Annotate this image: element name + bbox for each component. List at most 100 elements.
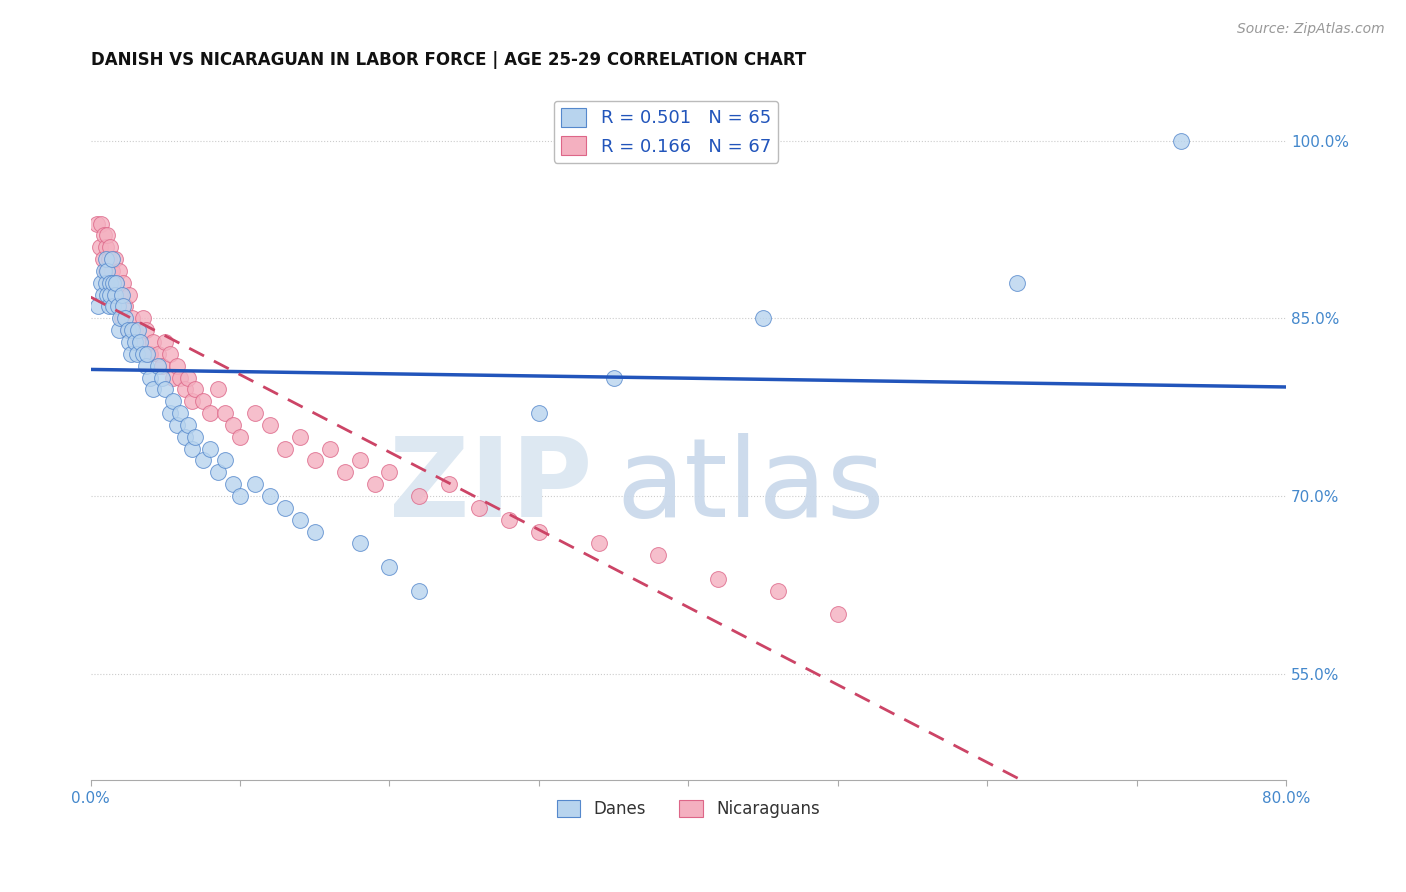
Point: [96, 228, 118, 243]
Point: [184, 430, 207, 444]
Point: [120, 347, 142, 361]
Point: [121, 311, 143, 326]
Point: [101, 300, 124, 314]
Point: [118, 334, 141, 349]
Text: ZIP: ZIP: [389, 434, 593, 541]
Point: [274, 500, 297, 515]
Point: [198, 406, 221, 420]
Point: [333, 465, 356, 479]
Point: [87, 300, 110, 314]
Point: [103, 252, 125, 266]
Point: [139, 370, 162, 384]
Point: [96, 264, 118, 278]
Point: [155, 383, 177, 397]
Point: [304, 453, 326, 467]
Point: [1005, 276, 1028, 290]
Point: [243, 406, 266, 420]
Point: [198, 442, 221, 456]
Point: [93, 228, 115, 243]
Point: [91, 252, 114, 266]
Point: [349, 536, 371, 550]
Point: [139, 347, 162, 361]
Point: [173, 430, 195, 444]
Point: [318, 442, 340, 456]
Point: [207, 383, 229, 397]
Point: [408, 489, 430, 503]
Point: [363, 477, 385, 491]
Point: [146, 359, 169, 373]
Point: [288, 513, 311, 527]
Point: [527, 524, 550, 539]
Point: [221, 477, 243, 491]
Point: [191, 394, 214, 409]
Point: [132, 311, 155, 326]
Point: [159, 406, 181, 420]
Point: [98, 287, 121, 301]
Point: [177, 370, 200, 384]
Point: [117, 323, 139, 337]
Point: [191, 453, 214, 467]
Point: [100, 252, 122, 266]
Point: [107, 300, 129, 314]
Point: [118, 287, 141, 301]
Text: DANISH VS NICARAGUAN IN LABOR FORCE | AGE 25-29 CORRELATION CHART: DANISH VS NICARAGUAN IN LABOR FORCE | AG…: [90, 51, 806, 69]
Point: [184, 383, 207, 397]
Point: [108, 264, 131, 278]
Point: [752, 311, 775, 326]
Point: [162, 370, 184, 384]
Point: [378, 465, 401, 479]
Point: [207, 465, 229, 479]
Point: [103, 287, 125, 301]
Point: [97, 276, 120, 290]
Point: [98, 240, 121, 254]
Point: [229, 489, 252, 503]
Point: [135, 323, 157, 337]
Point: [94, 240, 117, 254]
Point: [114, 300, 136, 314]
Point: [181, 442, 204, 456]
Point: [150, 370, 173, 384]
Point: [229, 430, 252, 444]
Point: [110, 311, 132, 326]
Point: [110, 287, 132, 301]
Point: [94, 276, 117, 290]
Point: [214, 453, 236, 467]
Point: [105, 276, 128, 290]
Point: [112, 300, 135, 314]
Point: [439, 477, 461, 491]
Point: [125, 347, 148, 361]
Point: [97, 300, 120, 314]
Point: [111, 287, 134, 301]
Text: atlas: atlas: [617, 434, 884, 541]
Point: [169, 370, 191, 384]
Point: [647, 548, 669, 562]
Point: [527, 406, 550, 420]
Point: [129, 334, 152, 349]
Point: [259, 489, 281, 503]
Point: [1170, 134, 1192, 148]
Point: [135, 359, 157, 373]
Point: [214, 406, 236, 420]
Point: [93, 264, 115, 278]
Point: [766, 583, 789, 598]
Point: [288, 430, 311, 444]
Point: [173, 383, 195, 397]
Point: [97, 252, 120, 266]
Point: [90, 276, 112, 290]
Point: [166, 359, 188, 373]
Point: [89, 240, 111, 254]
Point: [132, 347, 155, 361]
Point: [107, 300, 129, 314]
Point: [108, 323, 131, 337]
Point: [112, 276, 135, 290]
Point: [86, 217, 108, 231]
Point: [94, 264, 117, 278]
Point: [146, 347, 169, 361]
Point: [602, 370, 624, 384]
Point: [408, 583, 430, 598]
Point: [121, 323, 143, 337]
Point: [91, 287, 114, 301]
Point: [259, 417, 281, 432]
Point: [101, 287, 124, 301]
Point: [274, 442, 297, 456]
